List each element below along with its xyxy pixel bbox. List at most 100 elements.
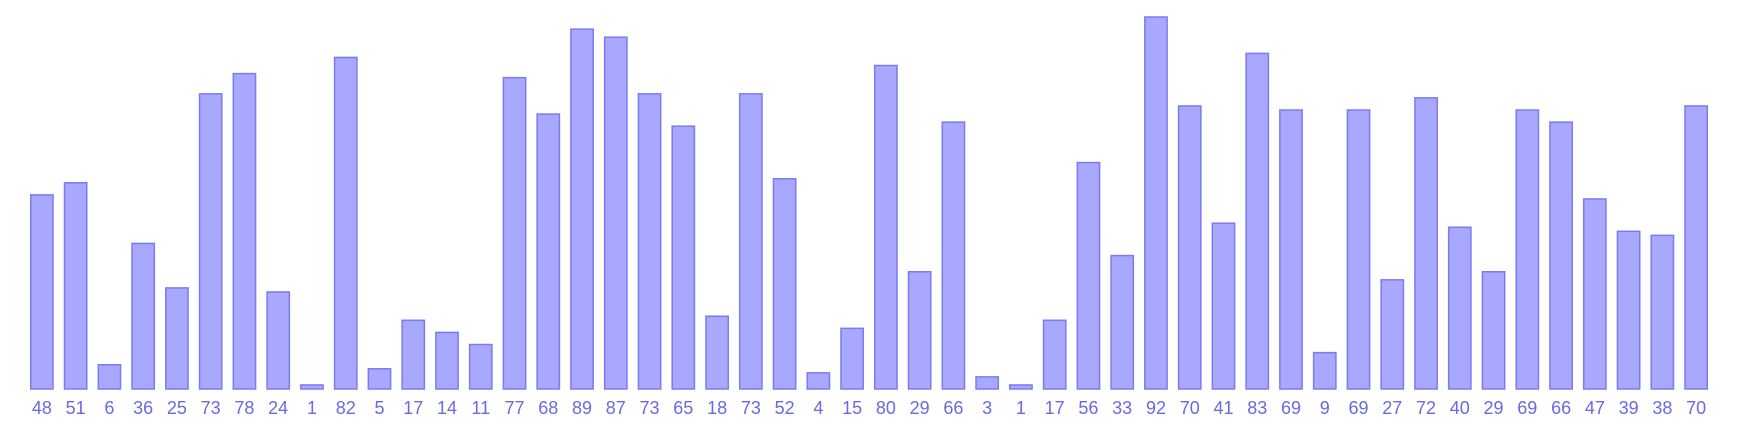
bar-5 (165, 287, 189, 390)
tick-label-24: 4 (813, 398, 823, 418)
bar-16 (536, 113, 561, 390)
tick-labels-group: 48 51 6 36 25 73 78 24 1 82 5 17 14 11 77 68 89 87 73 65 18 7… (32, 398, 1706, 418)
tick-label-31: 17 (1045, 398, 1065, 418)
bar-14 (468, 343, 493, 390)
bar-8 (266, 291, 291, 390)
tick-label-28: 66 (943, 398, 963, 418)
bar-38 (1279, 109, 1303, 390)
bar-1 (29, 194, 54, 390)
tick-label-48: 39 (1619, 398, 1639, 418)
tick-label-13: 14 (437, 398, 457, 418)
tick-label-50: 70 (1686, 398, 1706, 418)
bar-29 (975, 376, 1000, 390)
tick-label-22: 73 (741, 398, 761, 418)
tick-label-6: 73 (201, 398, 221, 418)
bar-9 (300, 384, 324, 390)
bar-49 (1650, 234, 1675, 390)
bar-27 (907, 270, 932, 390)
tick-label-18: 87 (606, 398, 626, 418)
bar-46 (1549, 121, 1573, 390)
tick-label-36: 41 (1213, 398, 1233, 418)
bar-42 (1414, 97, 1438, 390)
tick-label-9: 1 (307, 398, 317, 418)
bar-3 (97, 363, 122, 390)
bar-2 (63, 182, 88, 390)
bar-40 (1346, 109, 1371, 390)
bar-36 (1211, 222, 1236, 390)
bar-21 (705, 315, 729, 390)
tick-label-2: 51 (66, 398, 86, 418)
tick-label-41: 27 (1382, 398, 1402, 418)
tick-label-25: 15 (842, 398, 862, 418)
bar-18 (603, 36, 628, 390)
bar-12 (401, 319, 426, 390)
bar-19 (637, 93, 662, 390)
bar-11 (367, 368, 392, 390)
bar-28 (941, 121, 966, 390)
bar-13 (435, 331, 459, 390)
tick-label-34: 92 (1146, 398, 1166, 418)
bar-30 (1009, 384, 1033, 390)
tick-label-42: 72 (1416, 398, 1436, 418)
tick-label-3: 6 (104, 398, 114, 418)
bar-48 (1616, 230, 1641, 390)
tick-label-40: 69 (1349, 398, 1369, 418)
tick-label-14: 11 (471, 398, 490, 418)
tick-label-30: 1 (1016, 398, 1026, 418)
bar-25 (840, 327, 865, 390)
tick-label-8: 24 (268, 398, 288, 418)
bar-35 (1177, 105, 1202, 390)
bar-17 (570, 28, 594, 390)
tick-label-12: 17 (403, 398, 423, 418)
bar-47 (1582, 198, 1607, 390)
tick-label-21: 18 (707, 398, 727, 418)
tick-label-33: 33 (1112, 398, 1132, 418)
tick-label-20: 65 (673, 398, 693, 418)
bar-20 (671, 125, 696, 390)
tick-label-16: 68 (538, 398, 558, 418)
bar-22 (738, 93, 763, 390)
bar-31 (1042, 319, 1067, 390)
tick-label-37: 83 (1247, 398, 1267, 418)
bar-37 (1245, 52, 1270, 390)
bar-45 (1515, 109, 1540, 390)
bar-50 (1684, 105, 1709, 390)
tick-label-35: 70 (1180, 398, 1200, 418)
tick-label-19: 73 (640, 398, 660, 418)
bar-43 (1447, 226, 1472, 390)
bars-group (29, 16, 1709, 390)
bar-15 (502, 76, 527, 390)
tick-label-10: 82 (336, 398, 356, 418)
tick-label-23: 52 (775, 398, 795, 418)
tick-label-7: 78 (234, 398, 254, 418)
tick-label-43: 40 (1450, 398, 1470, 418)
tick-label-39: 9 (1320, 398, 1330, 418)
tick-label-45: 69 (1517, 398, 1537, 418)
tick-label-1: 48 (32, 398, 52, 418)
bar-44 (1481, 270, 1506, 390)
bar-7 (232, 72, 257, 390)
tick-label-38: 69 (1281, 398, 1301, 418)
tick-label-11: 5 (374, 398, 384, 418)
bar-23 (772, 177, 797, 390)
bar-41 (1380, 279, 1405, 390)
tick-label-47: 47 (1585, 398, 1605, 418)
tick-label-17: 89 (572, 398, 592, 418)
tick-label-27: 29 (910, 398, 930, 418)
bar-33 (1110, 254, 1135, 390)
tick-label-5: 25 (167, 398, 187, 418)
tick-label-44: 29 (1484, 398, 1504, 418)
tick-label-32: 56 (1078, 398, 1098, 418)
bar-24 (806, 372, 831, 390)
tick-label-4: 36 (133, 398, 153, 418)
tick-label-29: 3 (982, 398, 992, 418)
bar-39 (1312, 351, 1337, 390)
bar-26 (873, 64, 898, 390)
bar-4 (131, 242, 156, 390)
tick-label-49: 38 (1652, 398, 1672, 418)
bar-34 (1144, 16, 1168, 390)
bar-32 (1076, 161, 1101, 390)
tick-label-26: 80 (876, 398, 896, 418)
bar-10 (333, 56, 358, 390)
